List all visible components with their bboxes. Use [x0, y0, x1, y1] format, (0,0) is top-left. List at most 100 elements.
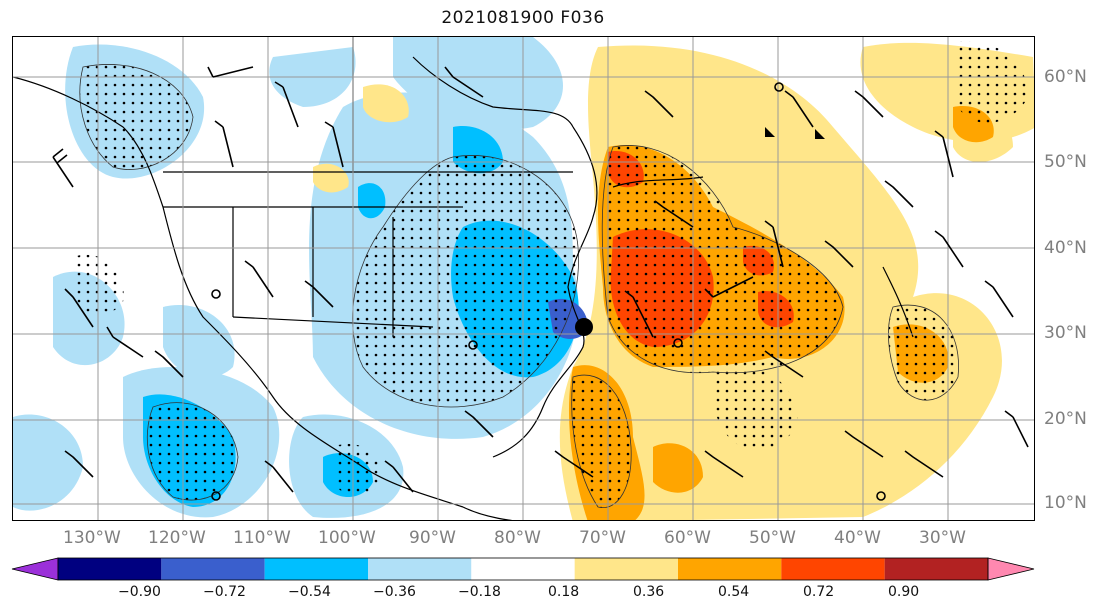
coastline: [412, 56, 574, 128]
lat-label-10n: 10°N: [1044, 493, 1087, 513]
colorbar-tick-label: −0.72: [203, 584, 246, 600]
colorbar-tick-label: −0.54: [288, 584, 331, 600]
wind-barb: [704, 276, 754, 298]
stipple-region: [602, 145, 843, 373]
colorbar: [11, 557, 1035, 581]
calm-circle: [468, 340, 478, 350]
colorbar-segment: [471, 558, 575, 580]
lon-label-130w: 130°W: [63, 528, 121, 548]
wind-barb: [854, 90, 884, 118]
colorbar-segment: [161, 558, 265, 580]
lat-label-30n: 30°N: [1044, 323, 1087, 343]
anomaly-map: [13, 37, 1034, 520]
coastline: [492, 126, 598, 458]
contour-line: [79, 64, 194, 170]
wind-barb: [934, 130, 954, 178]
wind-barb: [207, 66, 254, 78]
wind-barb: [884, 180, 914, 208]
stipple-region: [147, 402, 238, 501]
wind-barb: [464, 410, 494, 438]
colorbar-tick-label: −0.36: [373, 584, 416, 600]
colorbar-segment: [58, 558, 162, 580]
border: [232, 316, 434, 328]
calm-circle: [211, 491, 221, 501]
coastline-layer: [13, 37, 914, 520]
lon-label-120w: 120°W: [148, 528, 206, 548]
colorbar-tick-label: −0.90: [118, 584, 161, 600]
wind-barb: [244, 260, 274, 298]
lat-label-50n: 50°N: [1044, 152, 1087, 172]
wind-barb: [304, 280, 334, 308]
wind-barb: [274, 81, 299, 128]
stipple-layer: [73, 41, 1028, 508]
wind-barb: [554, 450, 594, 478]
wind-barb: [844, 430, 884, 458]
wind-pennant: [815, 129, 825, 139]
pos-light-region: [313, 163, 349, 193]
wind-barb: [106, 326, 144, 358]
colorbar-tick-label: 0.36: [633, 584, 665, 600]
lon-label-50w: 50°W: [749, 528, 796, 548]
colorbar-segment: [574, 558, 678, 580]
coastline: [13, 76, 464, 508]
neg-light-region: [163, 305, 235, 378]
colorbar-tick-label: 0.90: [888, 584, 920, 600]
lon-label-70w: 70°W: [579, 528, 626, 548]
colorbar-tick-label: −0.18: [458, 584, 501, 600]
calm-circle: [673, 338, 683, 348]
wind-barb: [64, 288, 94, 328]
wind-barb: [644, 90, 674, 118]
colorbar-frame: [57, 557, 989, 581]
wind-barb: [444, 66, 484, 98]
coastline: [462, 506, 513, 520]
lon-label-60w: 60°W: [664, 528, 711, 548]
stipple-region: [888, 305, 959, 401]
wind-barb: [324, 121, 344, 168]
wind-barb: [64, 450, 94, 478]
wind-barb: [904, 450, 944, 478]
lon-label-80w: 80°W: [494, 528, 541, 548]
stipple-region: [953, 41, 1028, 124]
colorbar-segment: [368, 558, 472, 580]
calm-circle: [876, 491, 886, 501]
wind-barb: [984, 280, 1014, 318]
border: [882, 266, 914, 338]
lon-label-110w: 110°W: [233, 528, 291, 548]
wind-barb: [824, 240, 854, 268]
wind-barb: [764, 350, 804, 378]
wind-barb: [624, 290, 654, 338]
border: [612, 176, 704, 188]
contour-line: [601, 145, 844, 374]
lon-label-30w: 30°W: [919, 528, 966, 548]
contour-line: [146, 402, 239, 501]
contour-line: [888, 304, 959, 401]
neg-light-region: [13, 414, 83, 511]
stipple-region: [79, 64, 193, 170]
lon-label-40w: 40°W: [834, 528, 881, 548]
lat-label-40n: 40°N: [1044, 238, 1087, 258]
calm-circle: [211, 289, 221, 299]
colorbar-tick-label: 0.54: [718, 584, 750, 600]
wind-barb: [384, 460, 414, 493]
colorbar-segment: [678, 558, 782, 580]
lon-label-90w: 90°W: [409, 528, 456, 548]
colorbar-segment: [884, 558, 988, 580]
wind-barb: [784, 90, 814, 128]
colorbar-segment: [264, 558, 368, 580]
pos-light-region: [363, 84, 409, 123]
contour-layer: [79, 64, 959, 509]
wind-barb-layer: [52, 66, 1029, 493]
colorbar-segment: [781, 558, 885, 580]
colorbar-tick-label: 0.18: [548, 584, 580, 600]
colorbar-min-arrow: [11, 557, 59, 581]
lon-label-100w: 100°W: [318, 528, 376, 548]
wind-barb: [154, 350, 184, 378]
pos-mid-region: [653, 443, 703, 493]
stipple-region: [352, 155, 579, 407]
wind-barb: [934, 230, 964, 268]
colorbar-tick-label: 0.72: [803, 584, 835, 600]
wind-barb: [264, 460, 294, 493]
wind-barb: [52, 148, 74, 188]
stipple-region: [711, 364, 798, 449]
colorbar-max-arrow: [987, 557, 1035, 581]
